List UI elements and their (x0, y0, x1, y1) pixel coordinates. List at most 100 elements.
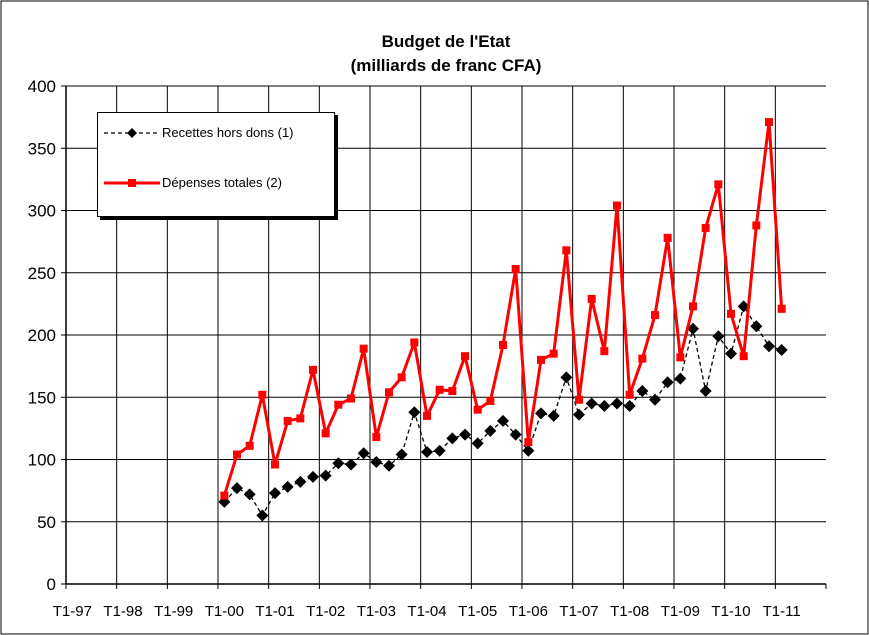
x-tick-label: T1-97 (53, 603, 92, 620)
point-marker (383, 459, 395, 472)
x-tick-label: T1-09 (661, 603, 700, 620)
point-marker (611, 397, 623, 410)
point-marker (775, 343, 788, 356)
point-marker (359, 344, 368, 353)
point-marker (243, 488, 256, 501)
point-marker (421, 446, 433, 459)
point-marker (663, 233, 672, 242)
point-marker (625, 390, 634, 399)
point-marker (319, 469, 332, 482)
point-marker (332, 457, 345, 470)
point-marker (334, 400, 343, 409)
point-marker (763, 340, 775, 353)
point-marker (549, 349, 558, 358)
point-marker (370, 455, 383, 468)
legend-label: Dépenses totales (2) (162, 175, 282, 190)
chart-subtitle: (milliards de franc CFA) (351, 56, 542, 75)
point-marker (433, 444, 446, 457)
point-marker (537, 355, 545, 364)
legend-swatch (104, 179, 160, 187)
x-tick-label: T1-06 (509, 603, 548, 620)
point-marker (714, 180, 723, 189)
x-tick-label: T1-10 (711, 603, 750, 620)
y-tick-label: 400 (28, 77, 56, 96)
x-tick-label: T1-00 (205, 603, 244, 620)
point-marker (676, 353, 685, 362)
point-marker (435, 385, 444, 394)
point-marker (294, 475, 307, 488)
point-marker (471, 437, 484, 450)
point-marker (509, 428, 522, 441)
point-marker (283, 416, 292, 425)
point-marker (395, 448, 408, 461)
y-tick-label: 150 (28, 388, 56, 407)
point-marker (699, 385, 712, 398)
point-marker (258, 390, 267, 399)
x-tick-label: T1-02 (306, 603, 345, 620)
point-marker (448, 387, 457, 396)
point-marker (587, 294, 596, 303)
point-marker (459, 428, 471, 441)
point-marker (271, 460, 279, 469)
point-marker (231, 482, 243, 495)
point-marker (701, 223, 710, 232)
point-marker (613, 201, 621, 210)
x-tick-label: T1-03 (357, 603, 396, 620)
legend-item: Recettes hors dons (1) (102, 125, 312, 141)
y-tick-label: 250 (28, 264, 56, 283)
point-marker (573, 408, 585, 421)
point-marker (385, 388, 393, 397)
point-marker (649, 393, 661, 406)
point-marker (737, 300, 750, 313)
point-marker (777, 304, 786, 313)
point-marker (739, 352, 748, 361)
point-marker (511, 265, 520, 274)
x-tick-label: T1-08 (610, 603, 649, 620)
point-marker (309, 365, 317, 374)
x-tick-label: T1-05 (458, 603, 497, 620)
point-marker (473, 405, 482, 414)
point-marker (256, 509, 269, 522)
point-marker (486, 396, 495, 405)
legend-marker (128, 179, 136, 187)
point-marker (651, 311, 659, 320)
point-marker (408, 406, 421, 419)
point-marker (345, 458, 357, 471)
point-marker (397, 373, 406, 382)
chart-title: Budget de l'Etat (382, 32, 511, 51)
point-marker (727, 309, 735, 318)
point-marker (281, 480, 294, 493)
legend-marker (127, 128, 137, 138)
legend-item: Dépenses totales (2) (102, 175, 297, 191)
point-marker (347, 394, 355, 403)
point-marker (524, 438, 533, 447)
point-marker (687, 322, 699, 335)
point-marker (499, 340, 507, 349)
point-marker (269, 487, 281, 500)
point-marker (636, 385, 649, 398)
point-marker (372, 433, 381, 442)
point-marker (562, 246, 571, 255)
point-marker (410, 338, 419, 347)
x-tick-label: T1-04 (407, 603, 446, 620)
point-marker (638, 354, 647, 363)
point-marker (560, 371, 573, 384)
point-marker (497, 414, 509, 427)
point-marker (296, 414, 305, 423)
point-marker (765, 118, 773, 127)
x-tick-label: T1-07 (559, 603, 598, 620)
point-marker (689, 302, 697, 311)
point-marker (725, 347, 737, 360)
point-marker (661, 376, 674, 389)
legend-label: Recettes hors dons (1) (162, 125, 294, 140)
point-marker (522, 444, 535, 457)
point-marker (585, 397, 598, 410)
point-marker (446, 432, 459, 445)
point-marker (233, 450, 241, 459)
point-marker (674, 372, 687, 385)
point-marker (600, 347, 609, 356)
y-tick-label: 300 (28, 202, 56, 221)
point-marker (220, 491, 229, 500)
point-marker (598, 399, 611, 412)
